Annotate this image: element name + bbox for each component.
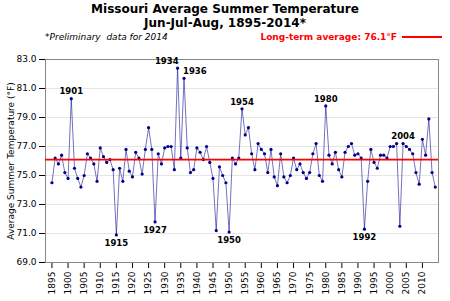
svg-text:1900: 1900 [63,271,73,294]
svg-text:1950: 1950 [224,271,234,294]
svg-text:1980: 1980 [314,94,338,104]
svg-text:1920: 1920 [127,271,137,294]
svg-text:71.0: 71.0 [16,228,36,238]
svg-text:1960: 1960 [256,271,266,294]
svg-text:79.0: 79.0 [16,112,36,122]
svg-text:1930: 1930 [160,271,170,294]
svg-text:1970: 1970 [288,271,298,294]
svg-text:1992: 1992 [353,232,377,242]
svg-text:1955: 1955 [240,272,250,295]
svg-text:1934: 1934 [155,56,179,66]
svg-text:75.0: 75.0 [16,170,36,180]
svg-text:Average Summer Temperature (°F: Average Summer Temperature (°F) [6,82,16,239]
svg-text:1965: 1965 [272,272,282,295]
html-text:Long-term average: 76.1°F: Long-term average: 76.1°F [260,32,397,42]
svg-text:69.0: 69.0 [16,257,36,267]
svg-text:2005: 2005 [401,272,411,295]
svg-text:1915: 1915 [105,238,129,248]
svg-text:73.0: 73.0 [16,199,36,209]
svg-text:1975: 1975 [305,272,315,295]
svg-text:1910: 1910 [95,271,105,294]
svg-text:1901: 1901 [59,86,83,96]
svg-text:1980: 1980 [321,271,331,294]
svg-text:83.0: 83.0 [16,54,36,64]
svg-text:1927: 1927 [143,225,167,235]
svg-text:2000: 2000 [385,271,395,294]
svg-text:1950: 1950 [217,235,241,245]
svg-text:1905: 1905 [79,272,89,295]
svg-text:1990: 1990 [353,271,363,294]
svg-text:77.0: 77.0 [16,141,36,151]
svg-text:1935: 1935 [176,272,186,295]
svg-text:1945: 1945 [208,272,218,295]
svg-text:2010: 2010 [417,271,427,294]
html-text:*Preliminary data for 2014: *Preliminary data for 2014 [45,32,168,42]
svg-text:1995: 1995 [369,272,379,295]
svg-text:1915: 1915 [111,272,121,295]
html-text:Missouri Average Summer Temper: Missouri Average Summer Temperature [91,2,359,16]
svg-text:2004: 2004 [391,131,415,141]
svg-text:1954: 1954 [230,97,254,107]
svg-text:1985: 1985 [337,272,347,295]
svg-text:81.0: 81.0 [16,83,36,93]
svg-text:1936: 1936 [183,66,207,76]
html-text:Jun-Jul-Aug, 1895-2014*: Jun-Jul-Aug, 1895-2014* [144,16,306,30]
svg-text:1895: 1895 [47,272,57,295]
svg-text:1925: 1925 [143,272,153,295]
svg-text:1940: 1940 [192,271,202,294]
